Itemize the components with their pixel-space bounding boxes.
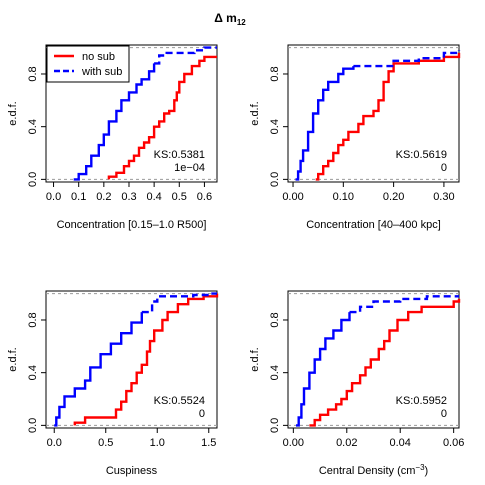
y-tick-label: 0.0 xyxy=(269,418,281,433)
x-tick-label: 0.00 xyxy=(282,191,303,203)
x-axis-label-end: ) xyxy=(425,465,429,477)
x-axis-label: Concentration [40–400 kpc] xyxy=(306,219,441,231)
x-tick-label: 0.04 xyxy=(390,437,411,449)
x-axis-label: Cuspiness xyxy=(106,465,158,477)
y-axis-label: e.d.f. xyxy=(249,101,261,125)
x-tick-label: 0.30 xyxy=(433,191,454,203)
x-tick-label: 0.4 xyxy=(146,191,161,203)
ks-pvalue: 0 xyxy=(199,408,205,420)
x-tick-label: 0.5 xyxy=(98,437,113,449)
series-line-with-sub-dashed xyxy=(353,50,461,68)
x-tick-label: 0.3 xyxy=(121,191,136,203)
x-axis-label: Concentration [0.15–1.0 R500] xyxy=(57,219,207,231)
legend: no sub with sub xyxy=(46,45,130,83)
y-tick-label: 0.4 xyxy=(27,365,39,380)
y-tick-label: 0.8 xyxy=(269,312,281,327)
figure-title-subscript: 12 xyxy=(237,18,246,27)
y-tick-label: 0.4 xyxy=(269,119,281,134)
legend-label-no-sub: no sub xyxy=(82,51,115,63)
series-line-with-sub-dashed xyxy=(154,46,217,65)
series-line-no-sub xyxy=(309,298,461,427)
x-tick-label: 0.20 xyxy=(383,191,404,203)
y-tick-label: 0.8 xyxy=(269,66,281,81)
ks-statistic: KS:0.5524 xyxy=(154,395,205,407)
y-axis-label: e.d.f. xyxy=(7,101,19,125)
ks-statistic: KS:0.5619 xyxy=(396,149,447,161)
x-tick-label: 0.5 xyxy=(172,191,187,203)
x-tick-label: 0.0 xyxy=(46,191,61,203)
chart-panel-top-right: 0.00 0.10 0.20 0.30 0.0 0.4 0.8 e.d.f. Concentra… xyxy=(249,44,461,231)
series-line-no-sub xyxy=(73,293,219,426)
figure-title: Δ m12 xyxy=(214,11,246,27)
series-line-with-sub xyxy=(54,312,143,427)
x-tick-label: 0.06 xyxy=(443,437,464,449)
series-line-with-sub-dashed xyxy=(349,295,459,314)
y-tick-label: 0.0 xyxy=(269,172,281,187)
x-tick-label: 0.02 xyxy=(336,437,357,449)
series-line-with-sub-dashed xyxy=(141,292,217,314)
ks-statistic: KS:0.5381 xyxy=(154,149,205,161)
x-tick-label: 0.2 xyxy=(96,191,111,203)
legend-label-with-sub: with sub xyxy=(81,66,122,78)
chart-panel-top-left: 0.0 0.1 0.2 0.3 0.4 0.5 0.6 0.0 0.4 0.8 e.d.f. Conc… xyxy=(7,44,218,231)
ks-pvalue: 0 xyxy=(441,162,447,174)
series-line-with-sub xyxy=(296,312,351,427)
plot-frame xyxy=(45,44,218,183)
plot-frame xyxy=(287,290,460,429)
x-tick-label: 0.1 xyxy=(71,191,86,203)
y-axis-label: e.d.f. xyxy=(7,347,19,371)
ks-pvalue: 1e−04 xyxy=(174,162,205,174)
y-tick-label: 0.0 xyxy=(27,172,39,187)
y-axis-label: e.d.f. xyxy=(249,347,261,371)
plot-frame xyxy=(45,290,218,429)
x-tick-label: 0.0 xyxy=(47,437,62,449)
series-line-no-sub xyxy=(315,52,461,181)
y-tick-label: 0.8 xyxy=(27,66,39,81)
x-axis-label: Central Density (cm−3) xyxy=(319,463,428,477)
series-line-no-sub xyxy=(107,55,217,180)
legend-box xyxy=(46,45,130,83)
y-tick-label: 0.0 xyxy=(27,418,39,433)
figure-title-main: Δ m xyxy=(214,11,237,25)
y-tick-label: 0.4 xyxy=(27,119,39,134)
series-line-with-sub xyxy=(295,66,355,181)
plot-frame xyxy=(287,44,460,183)
x-tick-label: 0.6 xyxy=(197,191,212,203)
series-line-with-sub xyxy=(73,63,156,181)
x-tick-label: 0.10 xyxy=(333,191,354,203)
y-tick-label: 0.8 xyxy=(27,312,39,327)
x-tick-label: 1.0 xyxy=(150,437,165,449)
chart-panel-bottom-left: 0.0 0.5 1.0 1.5 0.0 0.4 0.8 e.d.f. Cuspiness KS:0… xyxy=(7,290,219,477)
ks-pvalue: 0 xyxy=(441,408,447,420)
x-axis-label-superscript: −3 xyxy=(415,463,425,472)
ks-statistic: KS:0.5952 xyxy=(396,395,447,407)
x-tick-label: 0.00 xyxy=(283,437,304,449)
chart-panel-bottom-right: 0.00 0.02 0.04 0.06 0.0 0.4 0.8 e.d.f. Central D… xyxy=(249,290,464,477)
x-tick-label: 1.5 xyxy=(201,437,216,449)
y-tick-label: 0.4 xyxy=(269,365,281,380)
